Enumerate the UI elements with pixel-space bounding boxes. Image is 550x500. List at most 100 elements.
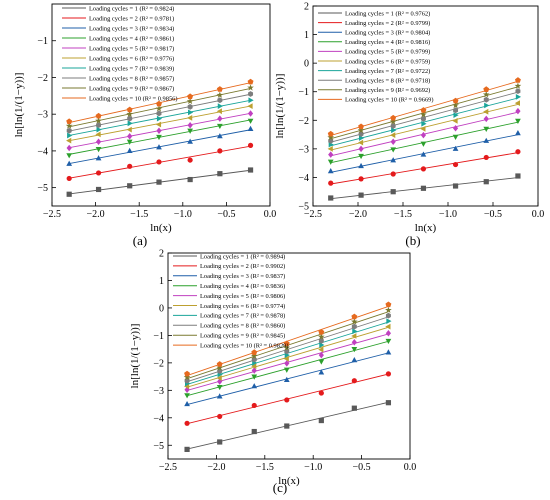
data-point-series-2 <box>247 142 254 148</box>
data-point-series-2 <box>127 163 133 169</box>
data-point-series-3 <box>452 145 459 151</box>
data-point-series-8 <box>358 131 364 137</box>
data-point-series-10 <box>247 78 254 85</box>
data-point-series-5 <box>95 138 102 145</box>
data-point-series-4 <box>126 139 133 145</box>
data-point-series-1 <box>251 428 257 435</box>
legend-label: Loading cycles = 1 (R² = 0.9824) <box>89 5 174 12</box>
y-tick-label: 2 <box>159 249 164 260</box>
data-point-series-9 <box>155 105 163 112</box>
data-point-series-5 <box>127 132 133 140</box>
data-point-series-8 <box>187 103 193 110</box>
x-tick-label: −2.0 <box>207 462 225 473</box>
data-point-series-2 <box>284 397 290 403</box>
data-point-series-7 <box>386 318 392 324</box>
data-point-series-9 <box>420 111 427 118</box>
data-point-series-10 <box>95 112 102 119</box>
x-tick-label: −1.0 <box>439 209 457 220</box>
data-point-series-10 <box>514 77 521 83</box>
data-point-series-4 <box>66 153 73 159</box>
y-tick-label: −3 <box>298 144 309 155</box>
legend-label: Loading cycles = 9 (R² = 0.9845) <box>200 333 285 340</box>
data-point-series-9 <box>65 122 73 129</box>
data-point-series-9 <box>389 118 397 125</box>
data-point-series-4 <box>217 123 223 130</box>
data-point-series-1 <box>351 405 357 411</box>
y-tick-label: 0 <box>304 59 309 70</box>
data-point-series-9 <box>126 110 134 118</box>
data-point-series-2 <box>95 170 102 176</box>
data-point-series-3 <box>515 130 521 136</box>
y-tick-label: −2 <box>153 358 164 369</box>
data-point-series-6 <box>385 323 391 330</box>
data-point-series-4 <box>156 134 162 141</box>
data-point-series-8 <box>385 312 391 319</box>
data-point-series-2 <box>66 175 72 182</box>
panel-label: (a) <box>133 233 147 248</box>
data-point-series-1 <box>66 191 72 197</box>
panel-label: (b) <box>405 233 420 248</box>
data-point-series-9 <box>514 82 522 89</box>
x-tick-label: −1.5 <box>130 209 148 220</box>
x-tick-label: 0.0 <box>264 209 277 220</box>
data-point-series-8 <box>96 122 102 129</box>
data-point-series-7 <box>284 352 290 359</box>
data-point-series-9 <box>351 318 358 325</box>
x-tick-label: −0.5 <box>484 209 502 220</box>
data-point-series-4 <box>184 393 190 399</box>
y-tick-label: 2 <box>304 2 309 13</box>
panel-label: (c) <box>273 480 287 495</box>
data-point-series-8 <box>515 88 521 95</box>
legend-label: Loading cycles = 3 (R² = 0.9837) <box>200 273 285 280</box>
legend-label: Loading cycles = 4 (R² = 0.9861) <box>89 35 174 42</box>
data-point-series-5 <box>351 339 357 346</box>
data-point-series-10 <box>156 100 162 107</box>
data-point-series-3 <box>283 376 290 382</box>
x-tick-label: −2.5 <box>304 209 322 220</box>
data-point-series-2 <box>318 390 324 396</box>
data-point-series-7 <box>188 109 194 116</box>
data-point-series-2 <box>390 171 396 177</box>
data-point-series-1 <box>284 423 290 429</box>
data-point-series-8 <box>66 127 72 134</box>
legend-label: Loading cycles = 3 (R² = 0.9834) <box>89 25 174 32</box>
data-point-series-3 <box>483 137 490 143</box>
x-tick-label: −1.0 <box>174 209 192 220</box>
data-point-series-9 <box>247 84 254 91</box>
data-point-series-7 <box>453 112 459 119</box>
data-point-series-8 <box>248 91 254 97</box>
data-point-series-3 <box>327 168 334 174</box>
data-point-series-8 <box>483 96 489 103</box>
y-tick-label: 0 <box>159 303 164 314</box>
plot-frame <box>51 3 271 207</box>
data-point-series-7 <box>248 97 254 104</box>
data-point-series-1 <box>452 183 459 189</box>
data-point-series-2 <box>328 180 334 186</box>
data-point-series-6 <box>95 131 101 138</box>
x-tick-label: −0.5 <box>353 462 371 473</box>
data-point-series-5 <box>156 127 162 134</box>
y-tick-label: −3 <box>153 386 164 397</box>
data-point-series-8 <box>127 115 133 122</box>
legend-label: Loading cycles = 10 (R² = 0.9669) <box>345 97 433 104</box>
legend-label: Loading cycles = 5 (R² = 0.9799) <box>345 49 430 56</box>
legend-label: Loading cycles = 2 (R² = 0.9799) <box>345 20 430 27</box>
data-point-series-7 <box>319 342 325 348</box>
data-point-series-2 <box>351 378 357 384</box>
data-point-series-2 <box>385 371 392 377</box>
data-point-series-10 <box>385 301 392 308</box>
data-point-series-3 <box>318 369 325 375</box>
legend-label: Loading cycles = 8 (R² = 0.9860) <box>200 323 285 330</box>
data-point-series-4 <box>390 147 397 153</box>
y-tick-label: −5 <box>153 441 164 452</box>
data-point-series-1 <box>385 400 392 406</box>
data-point-series-4 <box>483 126 490 132</box>
data-point-series-4 <box>95 146 102 153</box>
data-point-series-8 <box>318 338 324 344</box>
legend-label: Loading cycles = 8 (R² = 0.9718) <box>345 78 430 85</box>
data-point-series-4 <box>420 141 427 147</box>
data-point-series-9 <box>186 97 194 105</box>
data-point-series-1 <box>390 189 396 195</box>
data-point-series-1 <box>217 171 223 177</box>
